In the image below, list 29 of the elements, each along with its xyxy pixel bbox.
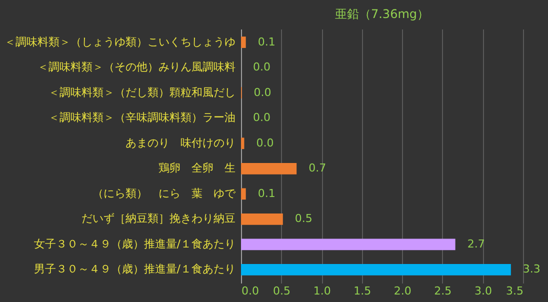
data-label: 0.0 (256, 136, 274, 150)
chart-title: 亜鉛（7.36mg） (334, 7, 430, 21)
data-label: 0.1 (258, 186, 276, 200)
x-tick-label: 3.5 (506, 284, 524, 298)
y-tick-label: ＜調味料類＞（しょうゆ類）こいくちしょうゆ (4, 35, 236, 48)
x-tick-label: 3.0 (474, 284, 492, 298)
data-label: 0.0 (253, 111, 270, 124)
data-label: 3.3 (522, 262, 540, 276)
y-tick-label: （にら類） にら 葉 ゆで (92, 186, 236, 200)
data-label: 0.5 (294, 212, 312, 226)
y-tick-label: あまのり 味付けのり (126, 136, 236, 150)
y-tick-label: 男子３０～４９（歳）推進量/１食あたり (34, 262, 236, 276)
data-label: 2.7 (467, 237, 485, 250)
y-tick-label: ＜調味料類＞（辛味調味料類）ラー油 (48, 111, 236, 124)
x-tick-label: 0.5 (273, 284, 291, 298)
data-label: 0.0 (253, 60, 270, 74)
data-label: 0.0 (254, 86, 272, 99)
y-tick-label: ＜調味料類＞（だし類）顆粒和風だし (48, 86, 236, 99)
y-tick-label: 鶏卵 全卵 生 (158, 162, 236, 175)
x-tick-label: 0.0 (242, 284, 259, 298)
x-tick-label: 1.5 (354, 284, 372, 298)
x-tick-label: 2.5 (434, 284, 452, 298)
y-tick-label: ＜調味料類＞（その他）みりん風調味料 (38, 60, 236, 74)
x-tick-label: 1.0 (313, 284, 331, 298)
y-tick-label: だいず［納豆類］挽きわり納豆 (82, 212, 236, 226)
y-tick-label: 女子３０～４９（歳）推進量/１食あたり (34, 237, 236, 250)
data-label: 0.7 (308, 162, 326, 175)
data-label: 0.1 (258, 35, 276, 48)
x-tick-label: 2.0 (394, 284, 412, 298)
